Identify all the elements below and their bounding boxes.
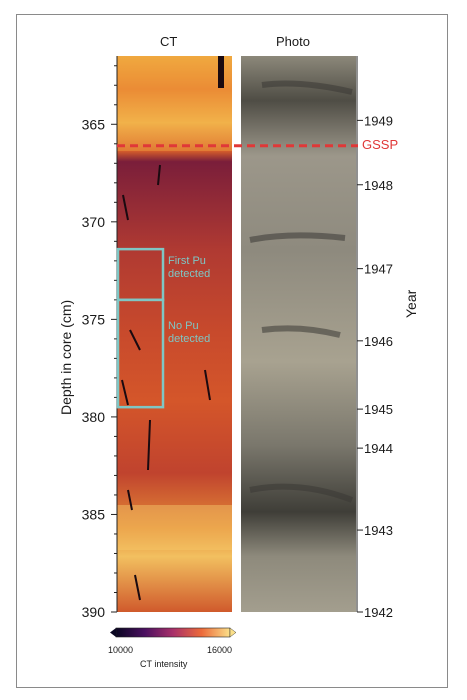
year-tick-label: 1943: [364, 523, 393, 538]
photo-dark-layers: [249, 80, 354, 503]
depth-axis-title: Depth in core (cm): [58, 299, 74, 415]
photo-panel-title: Photo: [276, 34, 310, 49]
gssp-label: GSSP: [362, 136, 399, 152]
colorbar: [115, 627, 231, 638]
depth-tick-label: 370: [82, 214, 106, 230]
ct-bright-band: [117, 56, 232, 151]
ct-lower-bright-band: [117, 505, 232, 550]
year-tick-label: 1945: [364, 402, 393, 417]
year-tick-label: 1947: [364, 262, 393, 277]
year-tick-label: 1948: [364, 178, 393, 193]
depth-tick-label: 385: [82, 506, 106, 522]
ct-panel-title: CT: [160, 34, 178, 49]
depth-tick-label: 375: [82, 311, 106, 327]
first-pu-label-line2: detected: [168, 268, 211, 281]
ct-dark-mark: [218, 56, 224, 88]
year-tick-label: 1949: [364, 113, 393, 128]
no-pu-label-line1: No Pu: [168, 319, 199, 332]
year-tick-label: 1946: [364, 334, 393, 349]
ct-image: [117, 56, 232, 612]
first-pu-label-line1: First Pu: [168, 255, 206, 268]
year-tick-label: 1942: [364, 605, 393, 620]
depth-tick-label: 365: [82, 116, 106, 132]
colorbar-min-label: 10000: [108, 645, 134, 655]
colorbar-min-arrow: [110, 628, 116, 637]
no-pu-label-line2: detected: [168, 332, 211, 345]
year-tick-label: 1944: [364, 441, 393, 456]
depth-tick-label: 380: [82, 409, 106, 425]
first-pu-label: First Pu detected: [168, 255, 210, 281]
no-pu-box: [116, 298, 165, 409]
year-axis-title: Year: [403, 289, 419, 318]
colorbar-title: CT intensity: [140, 659, 188, 669]
colorbar-max-label: 16000: [207, 645, 233, 655]
no-pu-label: No Pu detected: [168, 320, 210, 346]
depth-tick-label: 390: [82, 604, 106, 620]
ct-dark-cracks: [121, 164, 211, 601]
colorbar-max-arrow: [229, 627, 237, 638]
